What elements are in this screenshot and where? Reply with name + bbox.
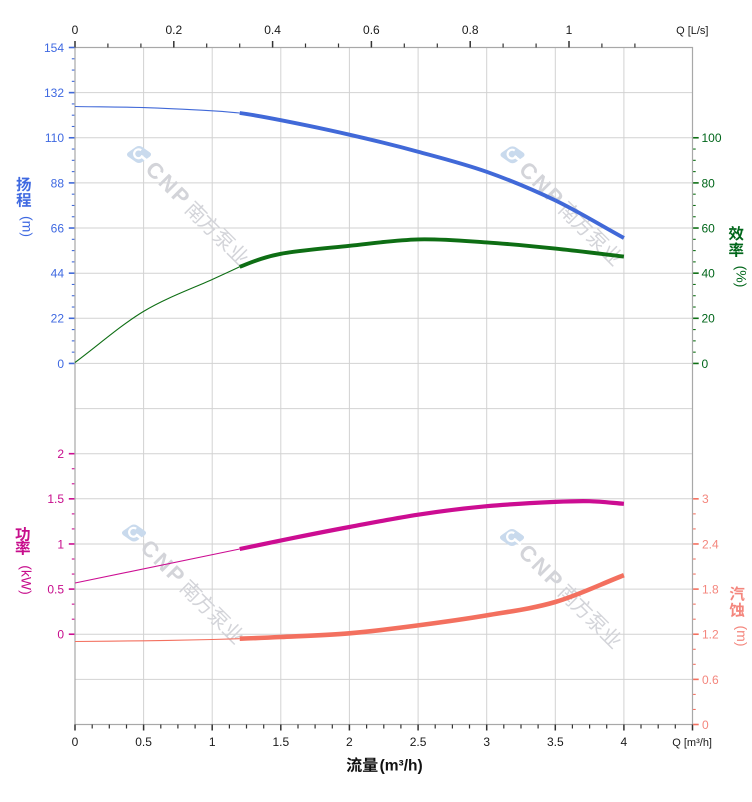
svg-text:(%): (%)	[734, 266, 750, 288]
svg-text:1.2: 1.2	[702, 628, 719, 642]
svg-text:3: 3	[702, 492, 709, 506]
svg-text:100: 100	[702, 131, 722, 145]
svg-text:2: 2	[346, 735, 353, 749]
svg-text:1: 1	[566, 23, 573, 37]
svg-text:40: 40	[702, 267, 716, 281]
svg-text:0: 0	[57, 628, 64, 642]
svg-text:0.5: 0.5	[135, 735, 152, 749]
svg-text:0.6: 0.6	[702, 673, 719, 687]
svg-text:(kW): (kW)	[18, 565, 34, 595]
svg-text:154: 154	[44, 41, 64, 55]
svg-text:60: 60	[702, 221, 716, 235]
svg-text:2: 2	[57, 447, 64, 461]
svg-text:0: 0	[702, 718, 709, 732]
svg-text:Q [m³/h]: Q [m³/h]	[672, 737, 712, 749]
svg-text:1.5: 1.5	[272, 735, 289, 749]
svg-text:1.8: 1.8	[702, 583, 719, 597]
svg-text:0.2: 0.2	[165, 23, 182, 37]
svg-text:1.5: 1.5	[47, 492, 64, 506]
svg-text:0: 0	[72, 735, 79, 749]
svg-text:0: 0	[702, 357, 709, 371]
svg-text:88: 88	[51, 176, 65, 190]
svg-text:4: 4	[621, 735, 628, 749]
svg-text:3.5: 3.5	[547, 735, 564, 749]
svg-text:1: 1	[209, 735, 216, 749]
svg-text:0.4: 0.4	[264, 23, 281, 37]
svg-text:20: 20	[702, 312, 716, 326]
svg-text:1: 1	[57, 537, 64, 551]
svg-text:2.4: 2.4	[702, 537, 719, 551]
svg-text:2.5: 2.5	[410, 735, 427, 749]
svg-text:(m³/h): (m³/h)	[380, 757, 423, 774]
svg-text:0.8: 0.8	[462, 23, 479, 37]
svg-text:0: 0	[57, 357, 64, 371]
svg-text:0.6: 0.6	[363, 23, 380, 37]
svg-text:44: 44	[51, 267, 65, 281]
svg-text:(m): (m)	[734, 626, 750, 647]
svg-text:22: 22	[51, 312, 65, 326]
svg-text:132: 132	[44, 86, 64, 100]
svg-text:0.5: 0.5	[47, 583, 64, 597]
svg-text:(m): (m)	[19, 216, 35, 237]
svg-text:66: 66	[51, 221, 65, 235]
svg-text:0: 0	[72, 23, 79, 37]
svg-text:80: 80	[702, 176, 716, 190]
svg-text:110: 110	[45, 131, 64, 145]
svg-text:3: 3	[483, 735, 490, 749]
svg-text:Q [L/s]: Q [L/s]	[676, 25, 708, 37]
